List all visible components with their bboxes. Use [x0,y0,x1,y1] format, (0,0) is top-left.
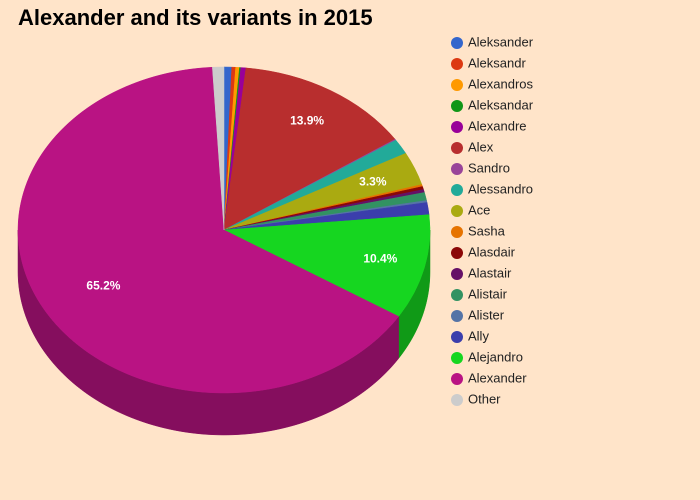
legend-marker [451,352,463,364]
legend-label: Alex [468,139,494,154]
legend-marker [451,142,463,154]
legend-marker [451,205,463,217]
legend-label: Alister [468,307,505,322]
slice [223,214,431,317]
legend-marker [451,37,463,49]
value-label: 10.4% [363,251,397,265]
legend-label: Aleksander [468,34,534,49]
legend-marker [451,226,463,238]
legend-label: Aleksandar [468,97,534,112]
legend-marker [451,331,463,343]
legend-label: Alessandro [468,181,533,196]
legend-marker [451,184,463,196]
legend-label: Alastair [468,265,512,280]
legend-label: Sandro [468,160,510,175]
legend-marker [451,268,463,280]
legend: Aleksander Aleksandr Alexandros Aleksandar A… [451,34,534,406]
legend-marker [451,289,463,301]
legend-label: Alejandro [468,349,523,364]
legend-marker [451,163,463,175]
legend-label: Ace [468,202,490,217]
legend-label: Alasdair [468,244,516,259]
value-label: 3.3% [359,174,387,188]
legend-label: Alexandre [468,118,527,133]
legend-label: Alexandros [468,76,534,91]
legend-marker [451,310,463,322]
slice [223,67,396,231]
legend-label: Sasha [468,223,506,238]
slice [17,66,400,394]
value-labels: 13.9% 3.3% 10.4% 65.2% [86,113,397,292]
slice [212,66,225,231]
legend-label: Other [468,391,501,406]
legend-label: Ally [468,328,489,343]
legend-marker [451,100,463,112]
legend-label: Aleksandr [468,55,526,70]
legend-marker [451,58,463,70]
legend-marker [451,247,463,259]
legend-marker [451,373,463,385]
legend-marker [451,79,463,91]
value-label: 13.9% [290,113,324,127]
chart-title: Alexander and its variants in 2015 [18,5,373,30]
legend-label: Alexander [468,370,527,385]
legend-label: Alistair [468,286,508,301]
legend-marker [451,394,463,406]
pie-tops [17,66,431,394]
value-label: 65.2% [86,279,120,293]
legend-marker [451,121,463,133]
